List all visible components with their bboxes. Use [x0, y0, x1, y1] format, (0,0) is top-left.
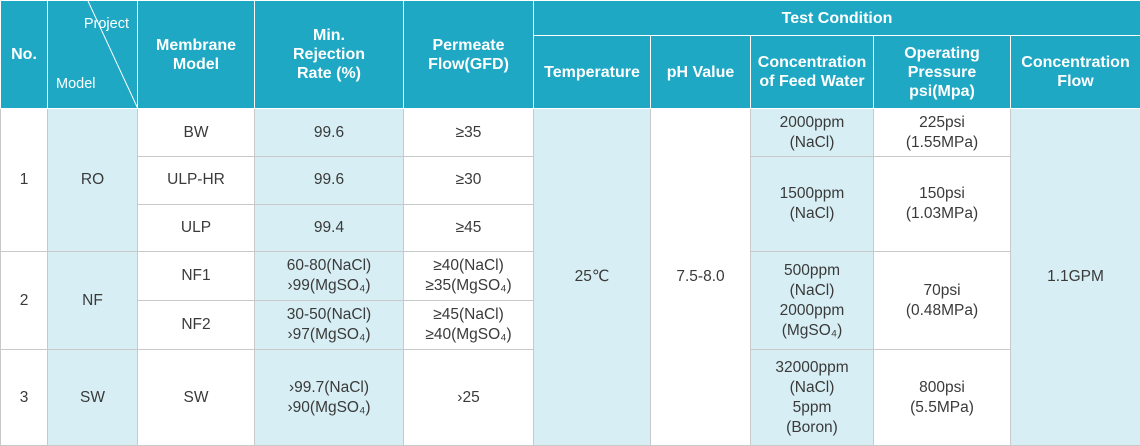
temperature-cell: 25℃: [533, 108, 651, 446]
table-row: 2 NF NF1 60-80(NaCl) ›99(MgSO₄) ≥40(NaCl…: [0, 250, 1140, 351]
row-number: 1: [0, 108, 48, 252]
header-project-model: Project Model: [47, 0, 138, 109]
membrane-model-cell: NF1: [137, 250, 255, 302]
table-row: 3 SW SW ›99.7(NaCl) ›90(MgSO₄) ›25 32000…: [0, 349, 1140, 446]
flow-cell: ›25: [403, 349, 534, 446]
membrane-model-cell: ULP: [137, 203, 255, 252]
rejection-cell: 99.6: [254, 156, 404, 205]
ph-value-cell: 7.5-8.0: [650, 108, 751, 446]
flow-cell: ≥30: [403, 156, 534, 205]
model-cell: SW: [47, 349, 138, 446]
table-row: ULP 99.4 ≥45: [1, 203, 1140, 252]
diagonal-divider: [87, 1, 137, 107]
feed-concentration-cell: 2000ppm (NaCl): [750, 107, 874, 158]
operating-pressure-cell: 225psi (1.55MPa): [873, 107, 1011, 158]
row-number: 3: [0, 349, 48, 446]
rejection-cell: 30-50(NaCl) ›97(MgSO₄): [254, 300, 404, 351]
model-cell: RO: [47, 108, 138, 252]
rejection-cell: 60-80(NaCl) ›99(MgSO₄): [254, 250, 404, 302]
header-no: No.: [0, 0, 48, 109]
header-model: Model: [56, 76, 96, 92]
flow-cell: ≥40(NaCl) ≥35(MgSO₄): [403, 250, 534, 302]
table-row: NF2 30-50(NaCl) ›97(MgSO₄) ≥45(NaCl) ≥40…: [1, 300, 1140, 351]
feed-concentration-cell: 32000ppm (NaCl) 5ppm (Boron): [750, 349, 874, 446]
header-temperature: Temperature: [533, 35, 651, 109]
membrane-model-cell: BW: [137, 107, 255, 158]
table-row: 1 RO BW 99.6 ≥35 25℃ 7.5-8.0 2000ppm (Na…: [0, 107, 1140, 446]
header-concentration-flow: Concentration Flow: [1009, 35, 1140, 109]
header-test-condition: Test Condition: [532, 0, 1140, 36]
rejection-cell: ›99.7(NaCl) ›90(MgSO₄): [254, 349, 404, 446]
feed-concentration-cell: 1500ppm (NaCl): [750, 156, 874, 252]
membrane-model-cell: ULP-HR: [137, 156, 255, 205]
header-ph-value: pH Value: [650, 35, 751, 109]
operating-pressure-cell: 150psi (1.03MPa): [873, 156, 1011, 252]
operating-pressure-cell: 800psi (5.5MPa): [873, 349, 1011, 446]
header-membrane-model: Membrane Model: [137, 0, 255, 109]
membrane-model-cell: SW: [137, 349, 255, 446]
flow-cell: ≥35: [403, 107, 534, 158]
flow-cell: ≥45(NaCl) ≥40(MgSO₄): [403, 300, 534, 351]
membrane-model-cell: NF2: [137, 300, 255, 351]
header-operating-pressure: Operating Pressure psi(Mpa): [873, 35, 1011, 109]
operating-pressure-cell: 70psi (0.48MPa): [873, 250, 1011, 351]
header-rejection-rate: Min. Rejection Rate (%): [254, 0, 404, 109]
model-cell: NF: [47, 250, 138, 351]
rejection-cell: 99.4: [254, 203, 404, 252]
flow-cell: ≥45: [403, 203, 534, 252]
header-feed-concentration: Concentration of Feed Water: [750, 35, 874, 109]
header-project: Project: [83, 16, 129, 32]
header-permeate-flow: Permeate Flow(GFD): [403, 0, 534, 109]
row-number: 2: [0, 250, 48, 351]
feed-concentration-cell: 500ppm (NaCl) 2000ppm (MgSO₄): [750, 250, 874, 351]
concentration-flow-cell: 1.1GPM: [1009, 108, 1140, 446]
rejection-cell: 99.6: [254, 107, 404, 158]
